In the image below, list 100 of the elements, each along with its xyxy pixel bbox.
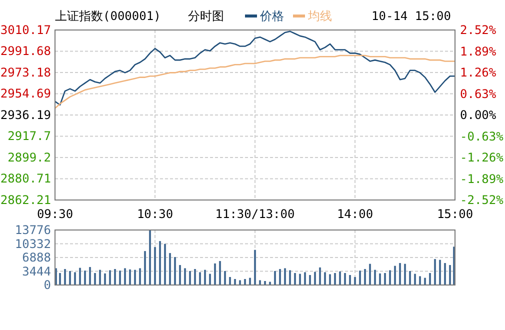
y-tick-label: 2936.19 xyxy=(0,108,51,122)
y2-tick-label: -1.89% xyxy=(460,172,504,186)
x-tick-label: 11:30/13:00 xyxy=(215,207,295,221)
bar xyxy=(149,230,151,285)
bar xyxy=(349,275,351,285)
bar xyxy=(424,278,426,285)
bar xyxy=(319,267,321,285)
bar xyxy=(449,265,451,285)
bar xyxy=(179,265,181,285)
bar xyxy=(354,277,356,285)
bar xyxy=(274,271,276,285)
bar xyxy=(104,273,106,285)
bar xyxy=(409,271,411,285)
y2-tick-label: 0.63% xyxy=(460,86,497,101)
x-tick-label: 09:30 xyxy=(36,207,74,221)
text: 10-14 15:00 xyxy=(372,9,451,23)
bar xyxy=(384,273,386,285)
y2-tick-label: 1.26% xyxy=(460,66,497,80)
x-tick-label: 14:00 xyxy=(336,207,374,221)
bar xyxy=(414,274,416,285)
bar xyxy=(169,253,171,285)
y2-tick-label: 0.00% xyxy=(460,108,497,122)
bar xyxy=(209,274,211,285)
bar xyxy=(334,273,336,285)
bar xyxy=(359,270,361,285)
bar xyxy=(304,272,306,285)
bar xyxy=(184,268,186,285)
bar xyxy=(204,270,206,285)
bar xyxy=(249,278,251,285)
bar xyxy=(109,270,111,285)
bar xyxy=(144,251,146,285)
bar xyxy=(289,270,291,285)
y2-tick-label: -2.52% xyxy=(460,193,504,207)
legend-label: 价格 xyxy=(259,9,284,23)
y-tick-label: 2917.7 xyxy=(8,129,51,144)
bar xyxy=(339,271,341,285)
bar xyxy=(254,250,256,285)
bar xyxy=(369,264,371,285)
bar xyxy=(299,274,301,285)
bar xyxy=(329,274,331,285)
y-tick-label: 2899.2 xyxy=(8,150,51,164)
bar xyxy=(324,272,326,285)
bar xyxy=(219,261,221,285)
y-tick-label: 2954.69 xyxy=(0,86,51,101)
chart-subtitle: 分时图 xyxy=(188,9,224,23)
bar xyxy=(114,269,116,285)
bar xyxy=(294,273,296,285)
y-tick-label: 2991.68 xyxy=(0,44,51,58)
bar xyxy=(239,280,241,285)
y-tick-label: 3010.17 xyxy=(0,23,51,37)
bar xyxy=(279,269,281,285)
bar xyxy=(259,280,261,285)
x-tick-label: 10:30 xyxy=(136,207,174,221)
bar xyxy=(389,270,391,285)
bar xyxy=(129,269,131,285)
bar xyxy=(419,276,421,285)
bar xyxy=(124,268,126,285)
y2-tick-label: 2.52% xyxy=(460,23,497,37)
bar xyxy=(159,241,161,285)
bar xyxy=(69,271,71,285)
bar xyxy=(74,272,76,285)
x-tick-label: 15:00 xyxy=(436,207,474,221)
bar xyxy=(214,263,216,285)
bar xyxy=(429,273,431,285)
chart-title: 上证指数(000001) xyxy=(55,9,161,23)
bar xyxy=(234,279,236,285)
y2-tick-label: -1.26% xyxy=(460,150,504,164)
bar xyxy=(134,270,136,285)
bar xyxy=(119,270,121,285)
bar xyxy=(174,257,176,285)
bar xyxy=(64,269,66,285)
bar xyxy=(79,268,81,285)
y-tick-label: 2880.71 xyxy=(0,172,51,186)
bar xyxy=(394,266,396,285)
legend-label: 均线 xyxy=(307,9,332,23)
y-tick-label: 0 xyxy=(44,278,51,292)
bar xyxy=(229,277,231,285)
bar xyxy=(94,273,96,285)
bar xyxy=(154,247,156,285)
y-tick-label: 10332 xyxy=(14,236,51,251)
bar xyxy=(444,263,446,285)
y-tick-label: 13776 xyxy=(14,223,51,237)
bar xyxy=(364,269,366,285)
bar xyxy=(244,279,246,285)
y2-tick-label: -0.63% xyxy=(460,129,504,144)
y-tick-label: 6888 xyxy=(22,250,51,264)
y2-tick-label: 1.89% xyxy=(460,44,497,58)
bar xyxy=(404,264,406,285)
bar xyxy=(284,268,286,285)
bar xyxy=(439,260,441,285)
y-tick-label: 2862.21 xyxy=(0,193,51,207)
bar xyxy=(84,270,86,285)
line-series xyxy=(54,54,456,109)
bar xyxy=(139,268,141,285)
y-tick-label: 3444 xyxy=(22,264,51,278)
bar xyxy=(314,272,316,285)
bar xyxy=(189,271,191,285)
bar xyxy=(199,272,201,285)
bar xyxy=(194,269,196,285)
bar xyxy=(99,270,101,285)
